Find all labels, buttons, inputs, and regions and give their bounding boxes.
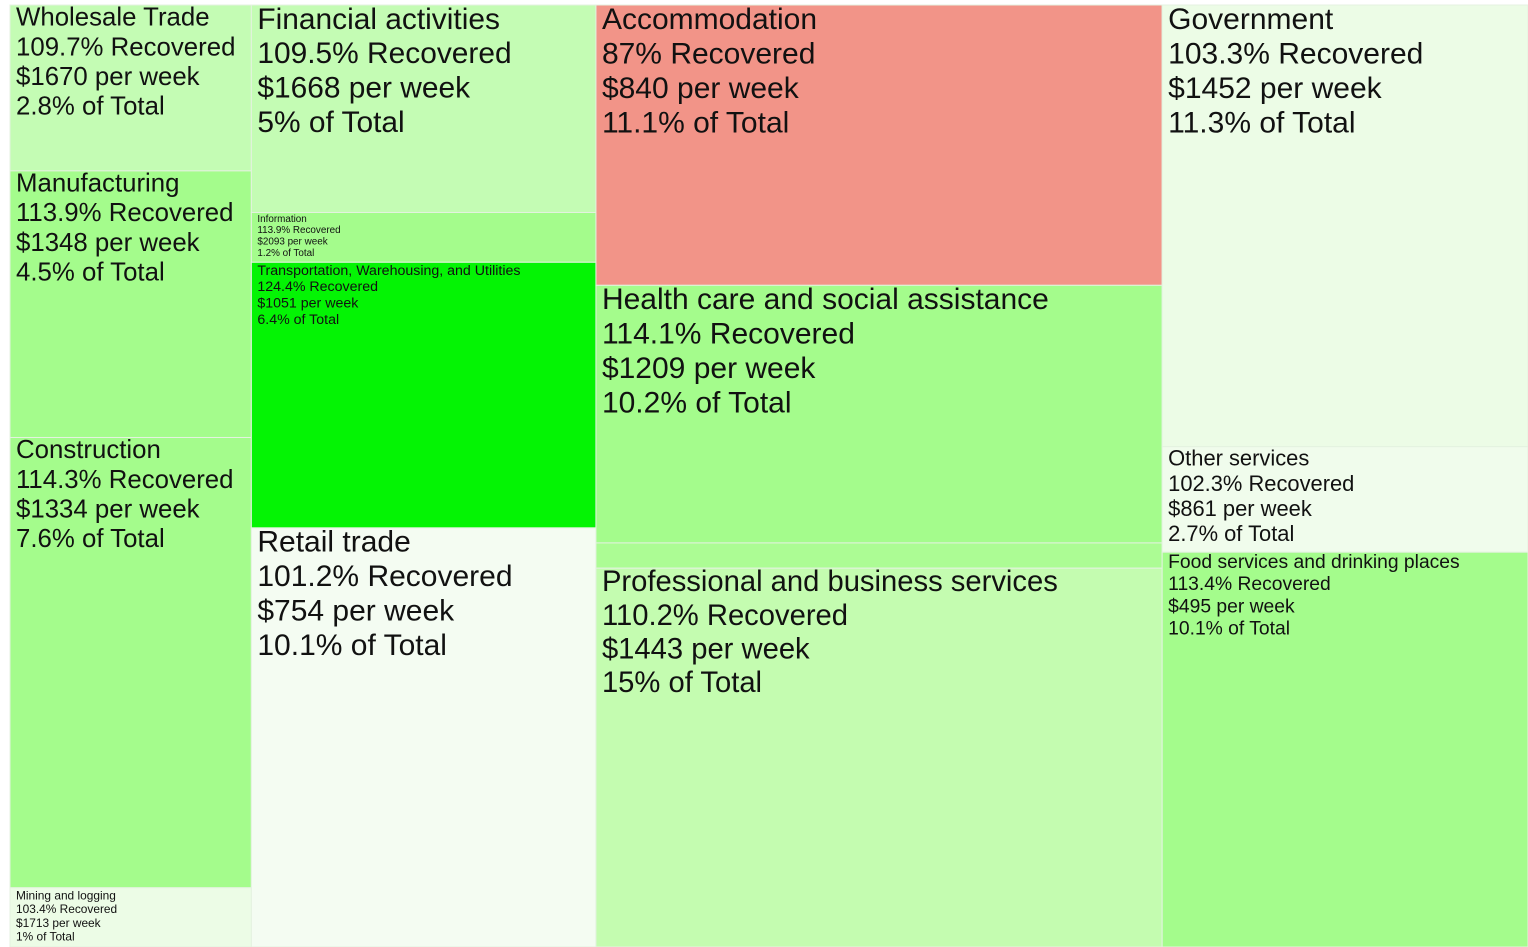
treemap-cell [250, 211, 597, 263]
cell-label: $1334 per week [16, 495, 200, 523]
cell-label: $2093 per week [257, 237, 327, 248]
cell-label: 6.4% of Total [257, 312, 339, 328]
cell-label: 113.9% Recovered [16, 199, 234, 227]
cell-label: $1348 per week [16, 229, 200, 257]
treemap-cell [9, 170, 252, 438]
cell-label: $1051 per week [257, 296, 359, 312]
cell-label: Wholesale Trade [16, 4, 210, 32]
cell-label: 110.2% Recovered [602, 600, 848, 632]
cell-label: 87% Recovered [602, 37, 815, 70]
cell-label: 1.2% of Total [257, 248, 314, 259]
cell-label: 2.7% of Total [1168, 521, 1294, 546]
treemap-cell [1161, 446, 1528, 553]
cell-label: Health care and social assistance [602, 283, 1049, 316]
cell-label: 103.4% Recovered [16, 902, 117, 916]
cell-label: Government [1168, 3, 1334, 36]
treemap-cell [1161, 4, 1528, 448]
cell-label: $754 per week [257, 595, 455, 628]
cell-label: $495 per week [1168, 596, 1295, 617]
cell-label: $1209 per week [602, 352, 816, 385]
cell-label: 11.1% of Total [602, 106, 789, 139]
cell-label: 4.5% of Total [16, 259, 165, 287]
cell-label: 114.1% Recovered [602, 318, 855, 351]
cell-label: Transportation, Warehousing, and Utiliti… [257, 263, 520, 279]
cell-label: 7.6% of Total [16, 525, 165, 553]
cell-label: Manufacturing [16, 169, 179, 197]
treemap-cell [1161, 551, 1528, 947]
cell-label: 11.3% of Total [1168, 106, 1355, 139]
cell-label: Other services [1168, 446, 1309, 471]
cell-label: Retail trade [257, 526, 410, 559]
cell-label: 113.4% Recovered [1168, 574, 1331, 595]
cell-label: 113.9% Recovered [257, 225, 340, 236]
treemap-cell [250, 4, 597, 213]
cell-label: Construction [16, 436, 161, 464]
cell-label: 124.4% Recovered [257, 279, 378, 295]
cell-label: Mining and logging [16, 889, 116, 903]
cell-label: $840 per week [602, 72, 800, 105]
cell-label: $1713 per week [16, 916, 101, 930]
cell-label: 15% of Total [602, 667, 762, 699]
treemap-cell [595, 542, 1163, 569]
cell-label: $1670 per week [16, 63, 200, 91]
cell-label: 102.3% Recovered [1168, 471, 1354, 496]
cell-label: 109.7% Recovered [16, 33, 235, 61]
cell-label: Information [257, 214, 306, 225]
cell-label: 10.1% of Total [1168, 618, 1290, 639]
cell-label: 101.2% Recovered [257, 560, 512, 593]
cell-label: $1443 per week [602, 633, 810, 665]
cell-label: $861 per week [1168, 496, 1312, 521]
treemap-cell [595, 567, 1163, 947]
cell-label: Financial activities [257, 3, 500, 36]
cell-label: 5% of Total [257, 106, 404, 139]
treemap-cell [595, 284, 1163, 544]
cell-label: Accommodation [602, 3, 817, 36]
treemap-cell [250, 261, 597, 529]
cell-label: 10.1% of Total [257, 629, 447, 662]
cell-label: 109.5% Recovered [257, 37, 511, 70]
cell-label: 1% of Total [16, 930, 75, 944]
cell-label: 103.3% Recovered [1168, 37, 1423, 70]
treemap-cell [9, 4, 252, 172]
cell-label: 10.2% of Total [602, 387, 792, 420]
cell-label: 2.8% of Total [16, 93, 165, 121]
cell-label: 114.3% Recovered [16, 466, 234, 494]
cell-label: Professional and business services [602, 566, 1058, 598]
treemap-cell [9, 436, 252, 889]
treemap-cell [250, 527, 597, 947]
cell-label: $1668 per week [257, 72, 470, 105]
cell-label: $1452 per week [1168, 72, 1382, 105]
cell-label: Food services and drinking places [1168, 552, 1460, 573]
treemap-cell [9, 887, 252, 947]
